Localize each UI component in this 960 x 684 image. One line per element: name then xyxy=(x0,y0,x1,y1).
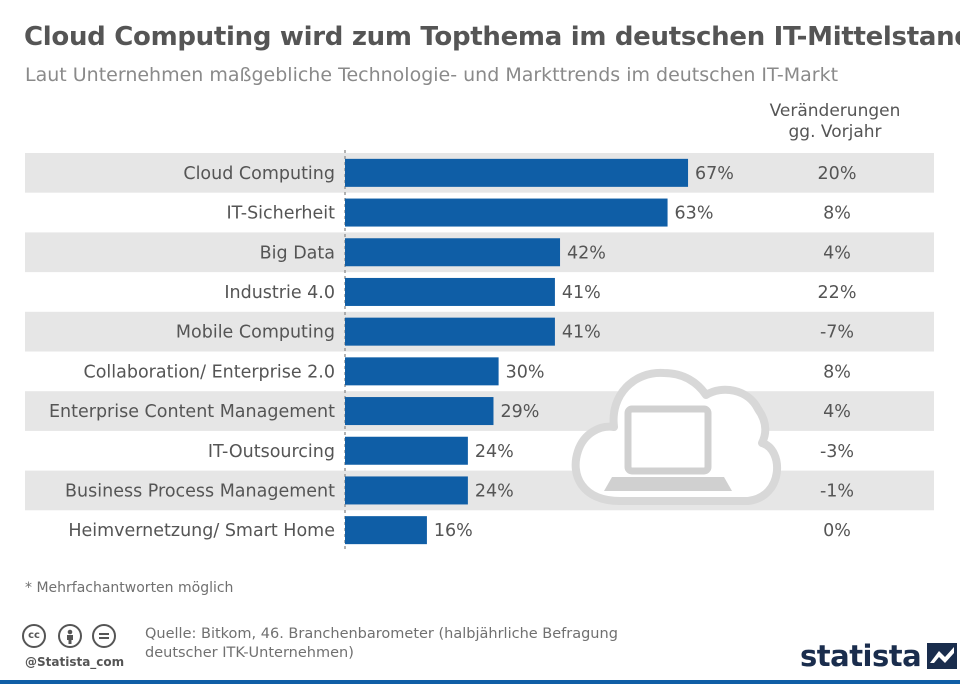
change-value: 4% xyxy=(823,402,851,422)
change-header-line1: Veränderungen xyxy=(769,101,901,121)
cc-icon: cc xyxy=(22,624,46,648)
bar-chart: Cloud Computing IT-Sicherheit Big Data Indu… xyxy=(25,150,934,552)
value-label: 41% xyxy=(562,323,601,343)
category-label: Cloud Computing xyxy=(183,164,335,184)
statista-handle: @Statista_com xyxy=(25,655,125,669)
change-value: 4% xyxy=(823,243,851,263)
value-label: 67% xyxy=(695,164,734,184)
bar xyxy=(345,198,668,227)
category-label: Business Process Management xyxy=(65,481,335,501)
value-label: 63% xyxy=(675,204,714,224)
change-value: -7% xyxy=(820,323,854,343)
category-label: Collaboration/ Enterprise 2.0 xyxy=(83,362,335,382)
category-label: Heimvernetzung/ Smart Home xyxy=(68,521,335,541)
statista-logo: statista xyxy=(800,636,958,676)
value-label: 16% xyxy=(434,521,473,541)
nd-icon xyxy=(92,624,116,648)
change-values: 20% 8% 4% 22% -7% 8% 4% -3% -1% 0% xyxy=(818,164,857,541)
category-label: IT-Sicherheit xyxy=(227,204,336,224)
change-value: 22% xyxy=(818,283,857,303)
bar xyxy=(345,436,468,465)
value-label: 24% xyxy=(475,442,514,462)
bar xyxy=(345,397,494,426)
cloud-laptop-icon xyxy=(571,368,782,505)
category-label: Enterprise Content Management xyxy=(49,402,335,422)
bar xyxy=(345,277,555,306)
category-label: Industrie 4.0 xyxy=(224,283,335,303)
source-text: Quelle: Bitkom, 46. Branchenbarometer (h… xyxy=(145,626,618,661)
category-label: Big Data xyxy=(260,243,335,263)
category-label: IT-Outsourcing xyxy=(208,442,335,462)
value-label: 24% xyxy=(475,481,514,501)
bar xyxy=(345,158,689,187)
change-column-header: Veränderungen gg. Vorjahr xyxy=(745,101,925,143)
change-value: -3% xyxy=(820,442,854,462)
value-label: 30% xyxy=(506,362,545,382)
category-labels: Cloud Computing IT-Sicherheit Big Data Indu… xyxy=(49,164,335,541)
bars xyxy=(345,158,689,545)
footnote: * Mehrfachantworten möglich xyxy=(25,580,234,596)
statista-logo-icon xyxy=(927,643,958,669)
change-value: -1% xyxy=(820,481,854,501)
bar xyxy=(345,516,427,545)
change-value: 20% xyxy=(818,164,857,184)
value-labels: 67%63%42%41%41%30%29%24%24%16% xyxy=(434,164,734,541)
category-label: Mobile Computing xyxy=(176,323,335,343)
row-stripe xyxy=(25,470,934,511)
by-icon xyxy=(58,624,82,648)
chart-subtitle: Laut Unternehmen maßgebliche Technologie… xyxy=(25,64,839,86)
change-header-line2: gg. Vorjahr xyxy=(788,122,882,142)
statista-logo-text: statista xyxy=(800,639,922,673)
chart-title: Cloud Computing wird zum Topthema im deu… xyxy=(24,22,960,52)
bar xyxy=(345,238,561,267)
change-value: 8% xyxy=(823,204,851,224)
bar xyxy=(345,317,555,346)
bottom-accent-bar xyxy=(0,680,960,684)
value-label: 42% xyxy=(567,243,606,263)
bar xyxy=(345,476,468,505)
value-label: 41% xyxy=(562,283,601,303)
value-label: 29% xyxy=(500,402,539,422)
change-value: 0% xyxy=(823,521,851,541)
bar xyxy=(345,357,499,386)
change-value: 8% xyxy=(823,362,851,382)
